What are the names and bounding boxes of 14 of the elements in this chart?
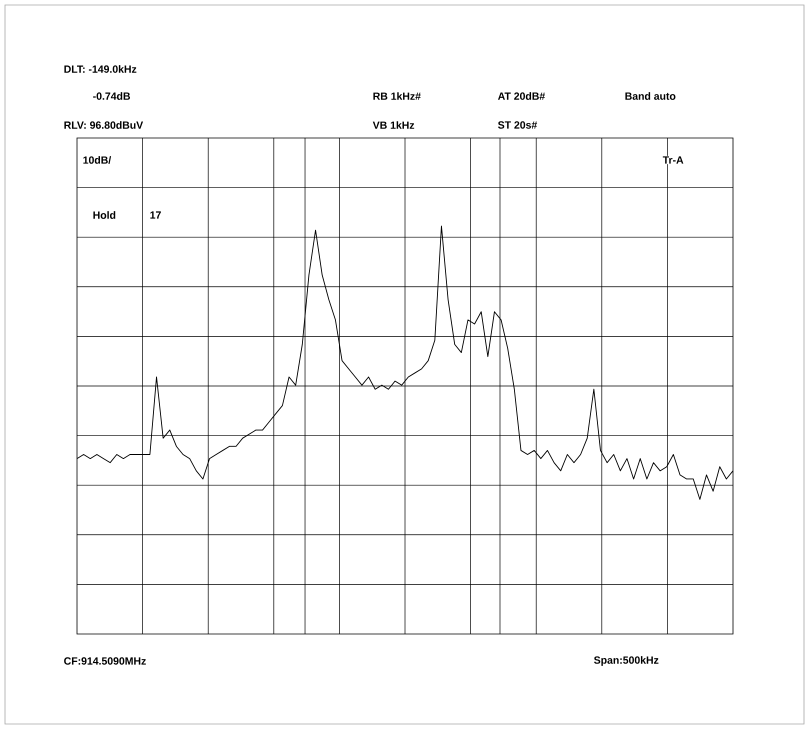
text: Tr-A — [662, 156, 684, 164]
text: Hold — [93, 211, 116, 219]
text: 10dB/ — [83, 156, 112, 164]
text: VB 1kHz — [372, 121, 414, 129]
text: RB 1kHz# — [373, 92, 421, 100]
text: RLV: 96.80dBuV — [64, 121, 144, 129]
text: AT 20dB# — [498, 92, 545, 100]
text: -0.74dB — [93, 92, 130, 100]
text: 17 — [150, 211, 161, 219]
text: CF:914.5090MHz — [64, 657, 146, 665]
text: ST 20s# — [498, 121, 538, 129]
text: Band auto — [625, 92, 676, 100]
text: DLT: -149.0kHz — [64, 65, 136, 73]
text: Span:500kHz — [594, 656, 658, 666]
